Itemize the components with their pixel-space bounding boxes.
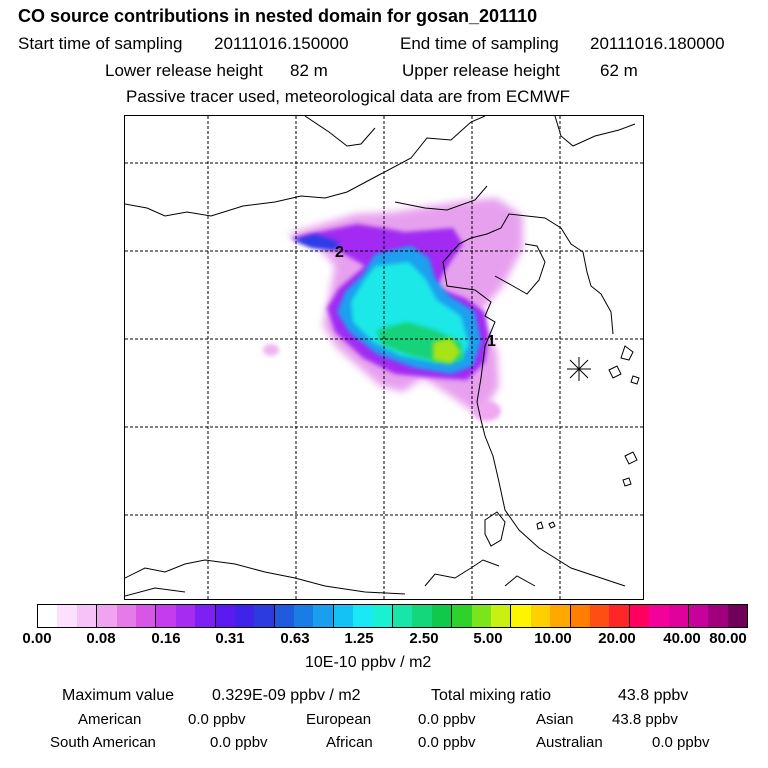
- colorbar-swatch: [589, 605, 610, 627]
- colorbar-swatch: [393, 605, 413, 627]
- colorbar-swatch: [570, 605, 590, 627]
- region-name: European: [306, 711, 372, 728]
- colorbar-tick: 0.31: [215, 630, 245, 647]
- colorbar-swatch: [353, 605, 373, 627]
- colorbar-swatch: [333, 605, 354, 627]
- tracer-note: Passive tracer used, meteorological data…: [126, 87, 571, 106]
- colorbar-tick: 5.00: [473, 630, 503, 647]
- colorbar-swatch: [195, 605, 216, 627]
- max-value-label: Maximum value: [62, 687, 175, 704]
- upper-release-label: Upper release height: [402, 61, 560, 80]
- colorbar-swatch: [688, 605, 709, 627]
- colorbar-swatch: [471, 605, 491, 627]
- region-value: 0.0 ppbv: [188, 711, 246, 728]
- colorbar-swatch: [234, 605, 255, 627]
- total-mixing-value: 43.8 ppbv: [618, 687, 689, 704]
- total-mixing-label: Total mixing ratio: [431, 687, 552, 704]
- colorbar-swatch: [38, 605, 58, 627]
- region-value: 0.0 ppbv: [652, 734, 710, 751]
- colorbar-swatch: [156, 605, 176, 627]
- colorbar-swatch: [609, 605, 630, 627]
- region-value: 0.0 ppbv: [210, 734, 268, 751]
- lower-release-label: Lower release height: [105, 61, 263, 80]
- map-canvas: 1 2: [125, 116, 643, 599]
- start-time-label: Start time of sampling: [18, 34, 183, 53]
- colorbar-swatch: [215, 605, 235, 627]
- concentration-plume: [263, 198, 523, 421]
- colorbar-swatch: [412, 605, 432, 627]
- colorbar-swatch: [511, 605, 531, 627]
- region-name: South American: [50, 734, 156, 751]
- colorbar-swatch: [175, 605, 196, 627]
- colorbar-swatch: [550, 605, 571, 627]
- region-value: 0.0 ppbv: [418, 711, 476, 728]
- colorbar-tick: 40.00: [663, 630, 701, 647]
- end-time-value: 20111016.180000: [590, 34, 725, 53]
- color-scale-bar: [37, 604, 748, 628]
- colorbar-swatch: [116, 605, 136, 627]
- region-name: Asian: [536, 711, 574, 728]
- colorbar-swatch: [294, 605, 314, 627]
- colorbar-tick: 20.00: [598, 630, 636, 647]
- colorbar-tick: 80.00: [709, 630, 747, 647]
- colorbar-swatch: [629, 605, 650, 627]
- colorbar-swatch: [372, 605, 394, 627]
- marker-1: 1: [487, 333, 496, 350]
- colorbar-tick: 0.00: [22, 630, 52, 647]
- colorbar-swatch: [97, 605, 117, 627]
- lat-lon-grid: [125, 116, 643, 599]
- colorbar-units: 10E-10 ppbv / m2: [305, 654, 432, 671]
- colorbar-swatch: [649, 605, 669, 627]
- receptor-star-icon: [567, 357, 591, 381]
- coastlines: [125, 116, 636, 597]
- colorbar-tick: 2.50: [409, 630, 439, 647]
- islands: [484, 345, 640, 547]
- colorbar-swatch: [490, 605, 512, 627]
- colorbar-tick: 1.25: [344, 630, 374, 647]
- start-time-value: 20111016.150000: [214, 34, 349, 53]
- colorbar-swatch: [452, 605, 472, 627]
- colorbar-swatch: [708, 605, 728, 627]
- colorbar-tick: 0.08: [86, 630, 116, 647]
- colorbar-swatch: [530, 605, 551, 627]
- colorbar-swatch: [254, 605, 275, 627]
- colorbar-swatch: [274, 605, 295, 627]
- end-time-label: End time of sampling: [400, 34, 559, 53]
- colorbar-swatch: [76, 605, 98, 627]
- colorbar-tick: 0.63: [280, 630, 310, 647]
- colorbar-tick: 0.16: [151, 630, 181, 647]
- colorbar-swatch: [668, 605, 689, 627]
- colorbar-swatch: [431, 605, 453, 627]
- colorbar-swatch: [313, 605, 334, 627]
- lower-release-value: 82 m: [290, 61, 328, 80]
- region-value: 0.0 ppbv: [418, 734, 476, 751]
- colorbar-tick: 10.00: [534, 630, 572, 647]
- region-name: African: [326, 734, 373, 751]
- colorbar-swatch: [135, 605, 157, 627]
- map-panel: 1 2: [124, 115, 644, 600]
- upper-release-value: 62 m: [600, 61, 638, 80]
- colorbar-swatch: [727, 605, 748, 627]
- region-value: 43.8 ppbv: [612, 711, 678, 728]
- colorbar-swatch: [57, 605, 77, 627]
- max-value: 0.329E-09 ppbv / m2: [212, 687, 361, 704]
- region-name: Australian: [536, 734, 603, 751]
- plot-title: CO source contributions in nested domain…: [18, 6, 538, 26]
- region-name: American: [78, 711, 142, 728]
- marker-2: 2: [335, 244, 344, 261]
